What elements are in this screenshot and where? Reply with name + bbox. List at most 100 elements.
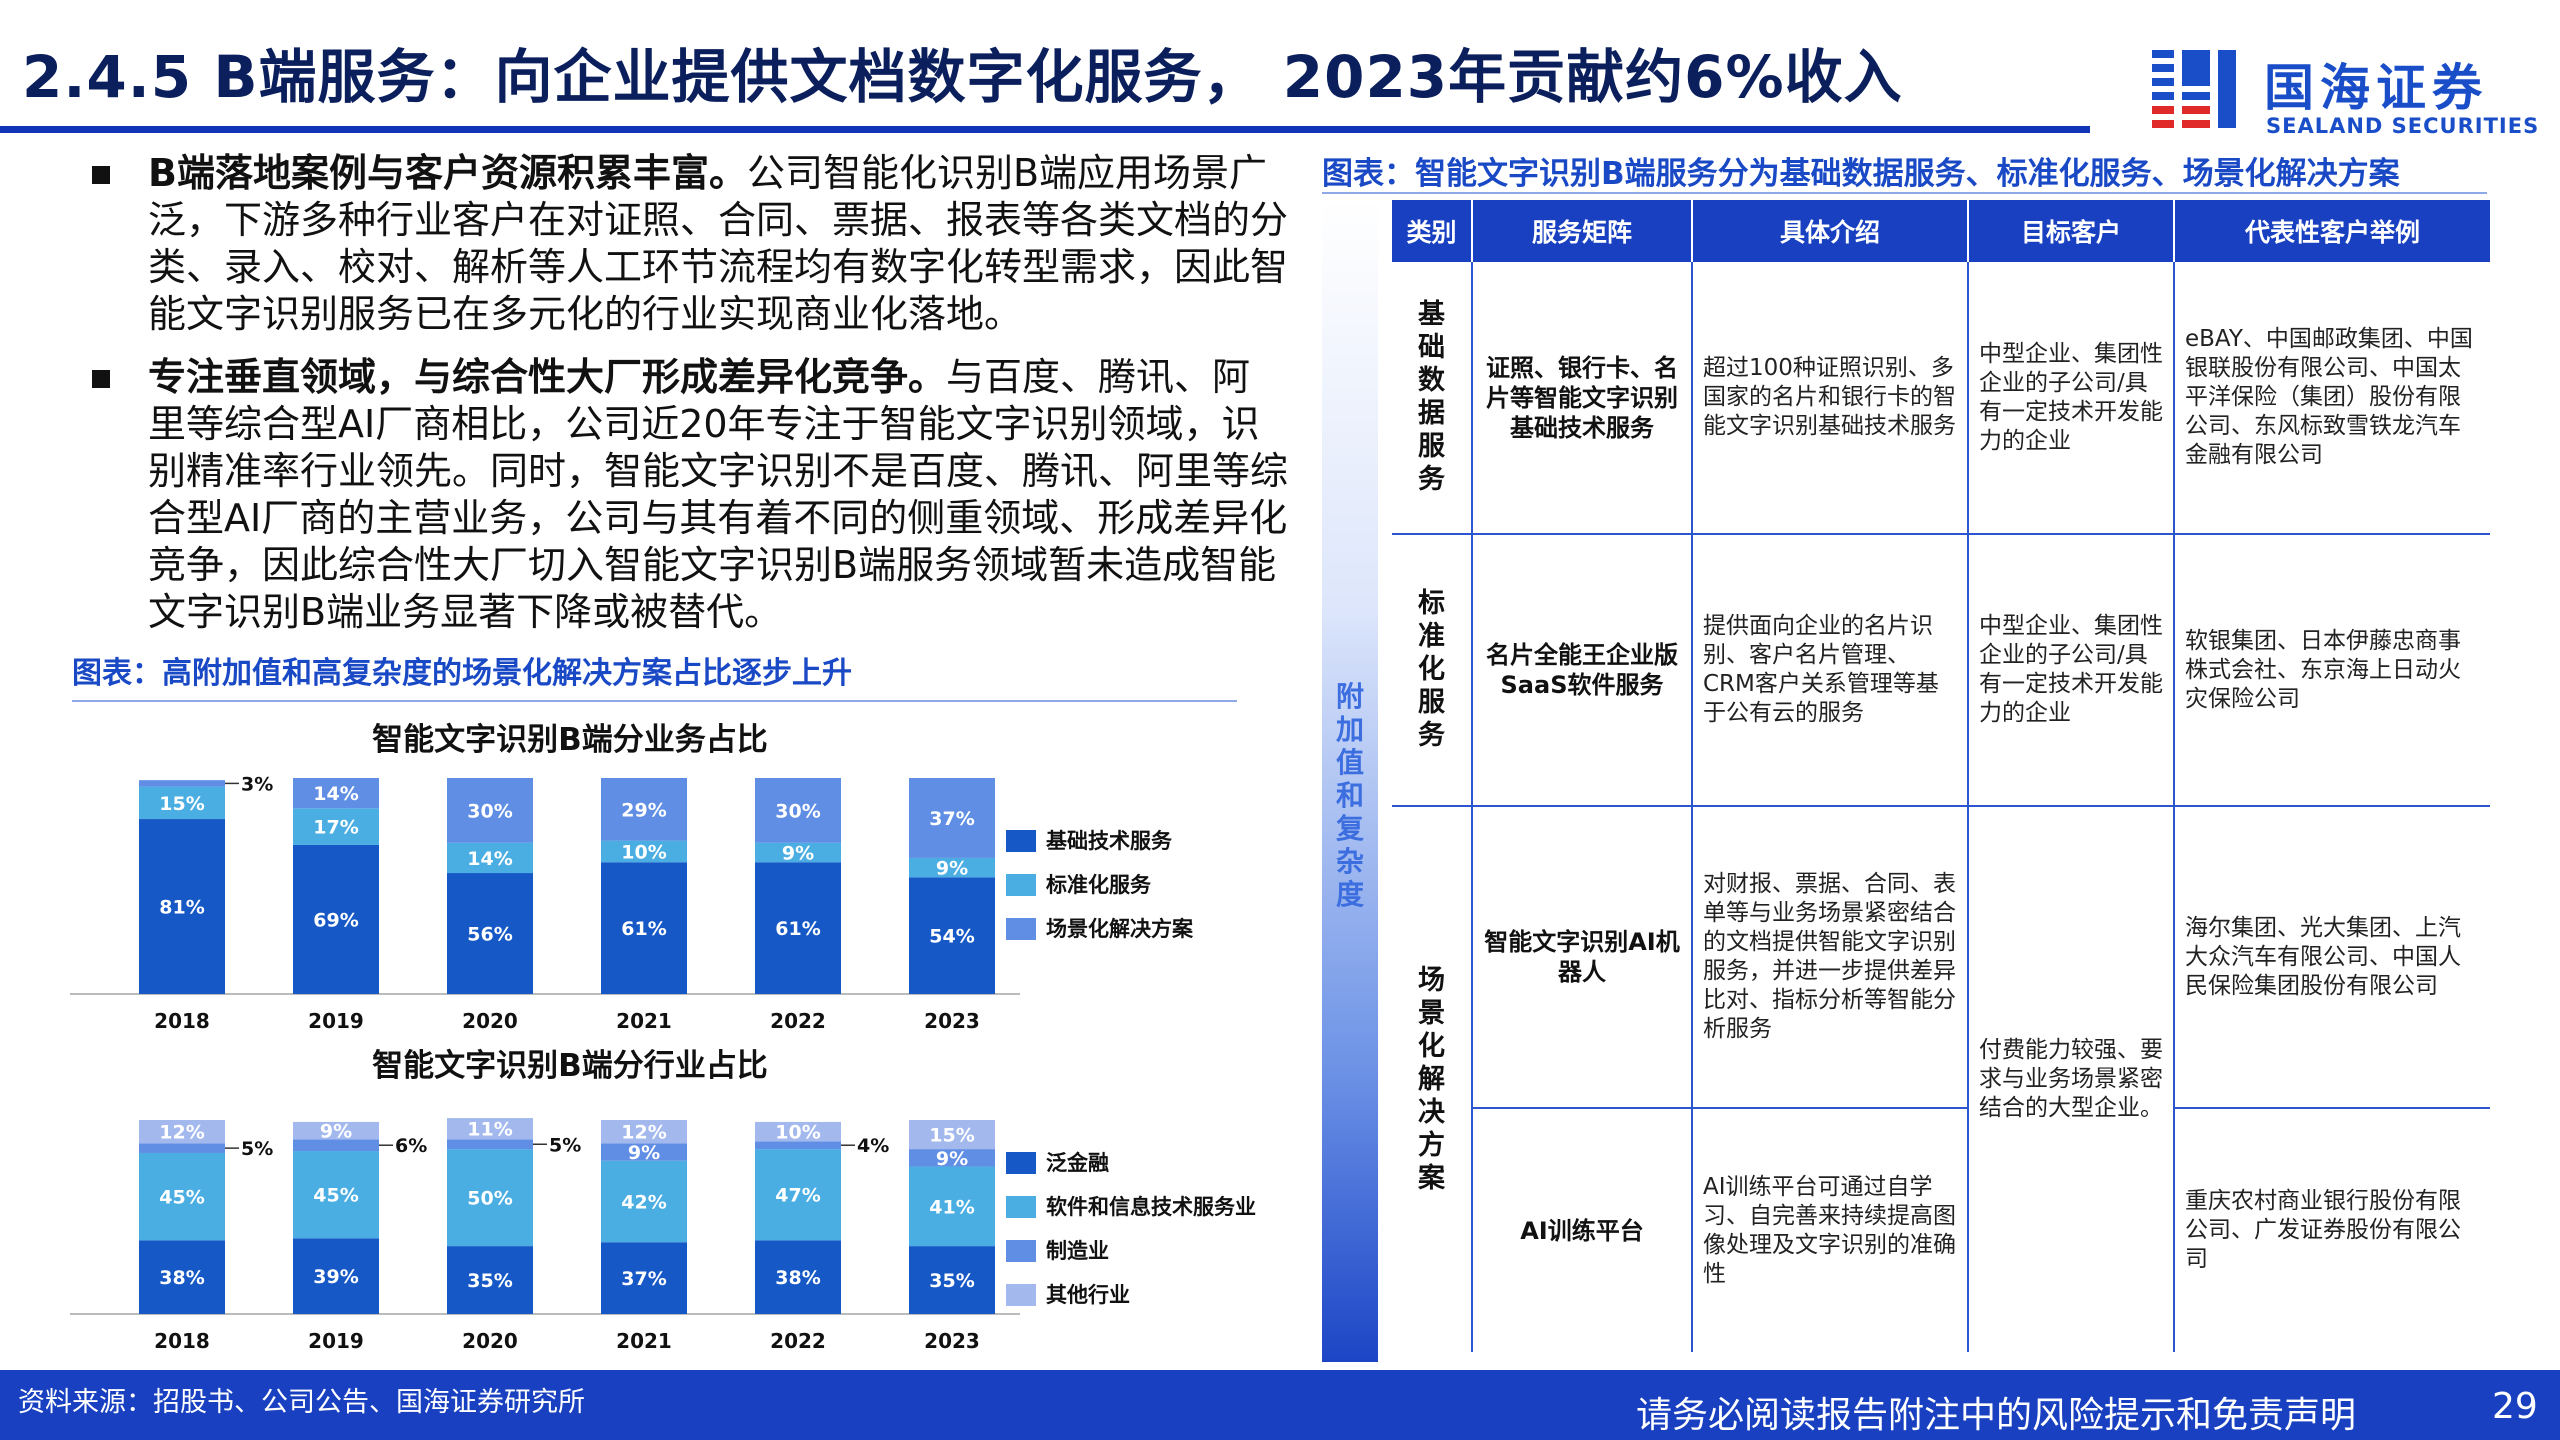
table-row: 标准化服务 名片全能王企业版SaaS软件服务 提供面向企业的名片识别、客户名片管… (1392, 534, 2490, 807)
legend-label: 软件和信息技术服务业 (1046, 1195, 1256, 1219)
bar-segment (909, 1166, 995, 1247)
data-label: 41% (929, 1196, 974, 1218)
data-label: 69% (313, 909, 358, 931)
data-label: 39% (313, 1266, 358, 1288)
bullet-item: B端落地案例与客户资源积累丰富。公司智能化识别B端应用场景广泛，下游多种行业客户… (88, 150, 1288, 338)
company-logo: 国海证券 SEALAND SECURITIES (2150, 44, 2545, 140)
legend-swatch (1006, 830, 1036, 852)
bar-segment (139, 1120, 225, 1144)
bar-segment (755, 842, 841, 863)
industry-share-chart-svg: 智能文字识别B端分行业占比 38% 45% 5% 12% 2018 39% 45% 6% 9% 20… (70, 1048, 1256, 1353)
left-caption-divider (72, 700, 1237, 702)
matrix-cell: 名片全能王企业版SaaS软件服务 (1472, 534, 1693, 807)
data-label: 3% (241, 773, 273, 795)
bar-segment (293, 808, 379, 845)
data-label: 61% (775, 918, 820, 940)
legend-swatch (1006, 1196, 1036, 1218)
legend-swatch (1006, 1284, 1036, 1306)
header-category: 类别 (1392, 200, 1473, 262)
x-tick-label: 2021 (616, 1009, 672, 1033)
header-intro: 具体介绍 (1692, 200, 1969, 262)
target-cell: 中型企业、集团性企业的子公司/具有一定技术开发能力的企业 (1968, 534, 2175, 807)
industry-share-chart: 智能文字识别B端分行业占比 38% 45% 5% 12% 2018 39% 45% 6% 9% 20… (60, 1040, 1280, 1380)
square-bullet-icon (92, 370, 110, 388)
data-label: 9% (320, 1121, 352, 1143)
bullet-heading: B端落地案例与客户资源积累丰富。 (148, 151, 747, 195)
legend-label: 其他行业 (1046, 1283, 1130, 1307)
header-target: 目标客户 (1968, 200, 2175, 262)
legend-label: 泛金融 (1046, 1151, 1109, 1175)
data-label: 4% (857, 1135, 889, 1157)
header-matrix: 服务矩阵 (1472, 200, 1693, 262)
x-tick-label: 2018 (154, 1329, 210, 1353)
bar-segment (909, 1246, 995, 1314)
clients-cell: 海尔集团、光大集团、上汽大众汽车有限公司、中国人民保险集团股份有限公司 (2174, 806, 2490, 1109)
data-label: 35% (467, 1270, 512, 1292)
data-label: 5% (241, 1138, 273, 1160)
data-label: 9% (628, 1142, 660, 1164)
footer-bar: 资料来源：招股书、公司公告、国海证券研究所 请务必阅读报告附注中的风险提示和免责… (0, 1370, 2560, 1440)
bar-segment (601, 862, 687, 994)
business-share-chart-svg: 智能文字识别B端分业务占比 81% 15% 3% 2018 69% 17% 14% 2019 56… (70, 722, 1194, 1033)
bar-segment (293, 1151, 379, 1239)
bar-segment (755, 862, 841, 994)
data-label: 38% (775, 1267, 820, 1289)
bar-segment (139, 786, 225, 820)
data-label: 10% (621, 841, 666, 863)
logo-chinese-name: 国海证券 (2264, 59, 2488, 117)
category-cell: 场景化解决方案 (1392, 806, 1473, 1352)
sealand-logo-icon (2152, 50, 2236, 128)
bar-segment (293, 778, 379, 809)
table-header-row: 类别 服务矩阵 具体介绍 目标客户 代表性客户举例 (1392, 200, 2490, 262)
data-label: 12% (621, 1122, 666, 1144)
matrix-cell: 证照、银行卡、名片等智能文字识别基础技术服务 (1472, 262, 1693, 535)
bar-segment (293, 1238, 379, 1314)
data-label: 42% (621, 1191, 666, 1213)
page-title: 2.4.5 B端服务：向企业提供文档数字化服务， 2023年贡献约6%收入 (22, 43, 1903, 111)
page-number: 29 (2492, 1386, 2538, 1427)
table-row: AI训练平台 AI训练平台可通过自学习、自完善来持续提高图像处理及文字识别的准确… (1392, 1108, 2490, 1352)
data-label: 12% (159, 1122, 204, 1144)
left-figure-caption: 图表：高附加值和高复杂度的场景化解决方案占比逐步上升 (72, 656, 852, 691)
data-label: 5% (549, 1134, 581, 1156)
bar-segment (601, 1143, 687, 1161)
bar-segment (909, 1120, 995, 1150)
bar-segment (601, 778, 687, 841)
x-tick-label: 2020 (462, 1329, 518, 1353)
bar-segment (601, 1242, 687, 1314)
bar-segment (755, 1240, 841, 1314)
intro-cell: 提供面向企业的名片识别、客户名片管理、CRM客户关系管理等基于公有云的服务 (1692, 534, 1969, 807)
bar-segment (447, 873, 533, 994)
data-label: 10% (775, 1122, 820, 1144)
data-label: 47% (775, 1185, 820, 1207)
data-label: 9% (782, 843, 814, 865)
x-tick-label: 2018 (154, 1009, 210, 1033)
bar-segment (601, 840, 687, 863)
legend-label: 标准化服务 (1046, 873, 1152, 897)
legend-label: 场景化解决方案 (1046, 917, 1194, 941)
bar-segment (139, 1152, 225, 1241)
data-label: 45% (159, 1187, 204, 1209)
bar-segment (293, 844, 379, 994)
bar-segment (447, 842, 533, 874)
bullet-heading: 专注垂直领域，与综合性大厂形成差异化竞争。 (148, 355, 947, 399)
bar-segment (755, 1121, 841, 1142)
clients-cell: 软银集团、日本伊藤忠商事株式会社、东京海上日动火灾保险公司 (2174, 534, 2490, 807)
data-label: 30% (467, 800, 512, 822)
data-label: 11% (467, 1119, 512, 1141)
table-row: 基础数据服务 证照、银行卡、名片等智能文字识别基础技术服务 超过100种证照识别… (1392, 262, 2490, 535)
x-tick-label: 2021 (616, 1329, 672, 1353)
legend-swatch (1006, 918, 1036, 940)
data-label: 30% (775, 800, 820, 822)
data-label: 56% (467, 924, 512, 946)
data-label: 6% (395, 1135, 427, 1157)
x-tick-label: 2022 (770, 1009, 826, 1033)
header-clients: 代表性客户举例 (2174, 200, 2490, 262)
chart-title: 智能文字识别B端分行业占比 (372, 1048, 768, 1084)
bar-segment (139, 780, 225, 787)
bullet-list: B端落地案例与客户资源积累丰富。公司智能化识别B端应用场景广泛，下游多种行业客户… (88, 150, 1288, 652)
bar-segment (601, 1160, 687, 1243)
bar-segment (755, 778, 841, 843)
clients-cell: eBAY、中国邮政集团、中国银联股份有限公司、中国太平洋保险（集团）股份有限公司… (2174, 262, 2490, 535)
x-tick-label: 2020 (462, 1009, 518, 1033)
